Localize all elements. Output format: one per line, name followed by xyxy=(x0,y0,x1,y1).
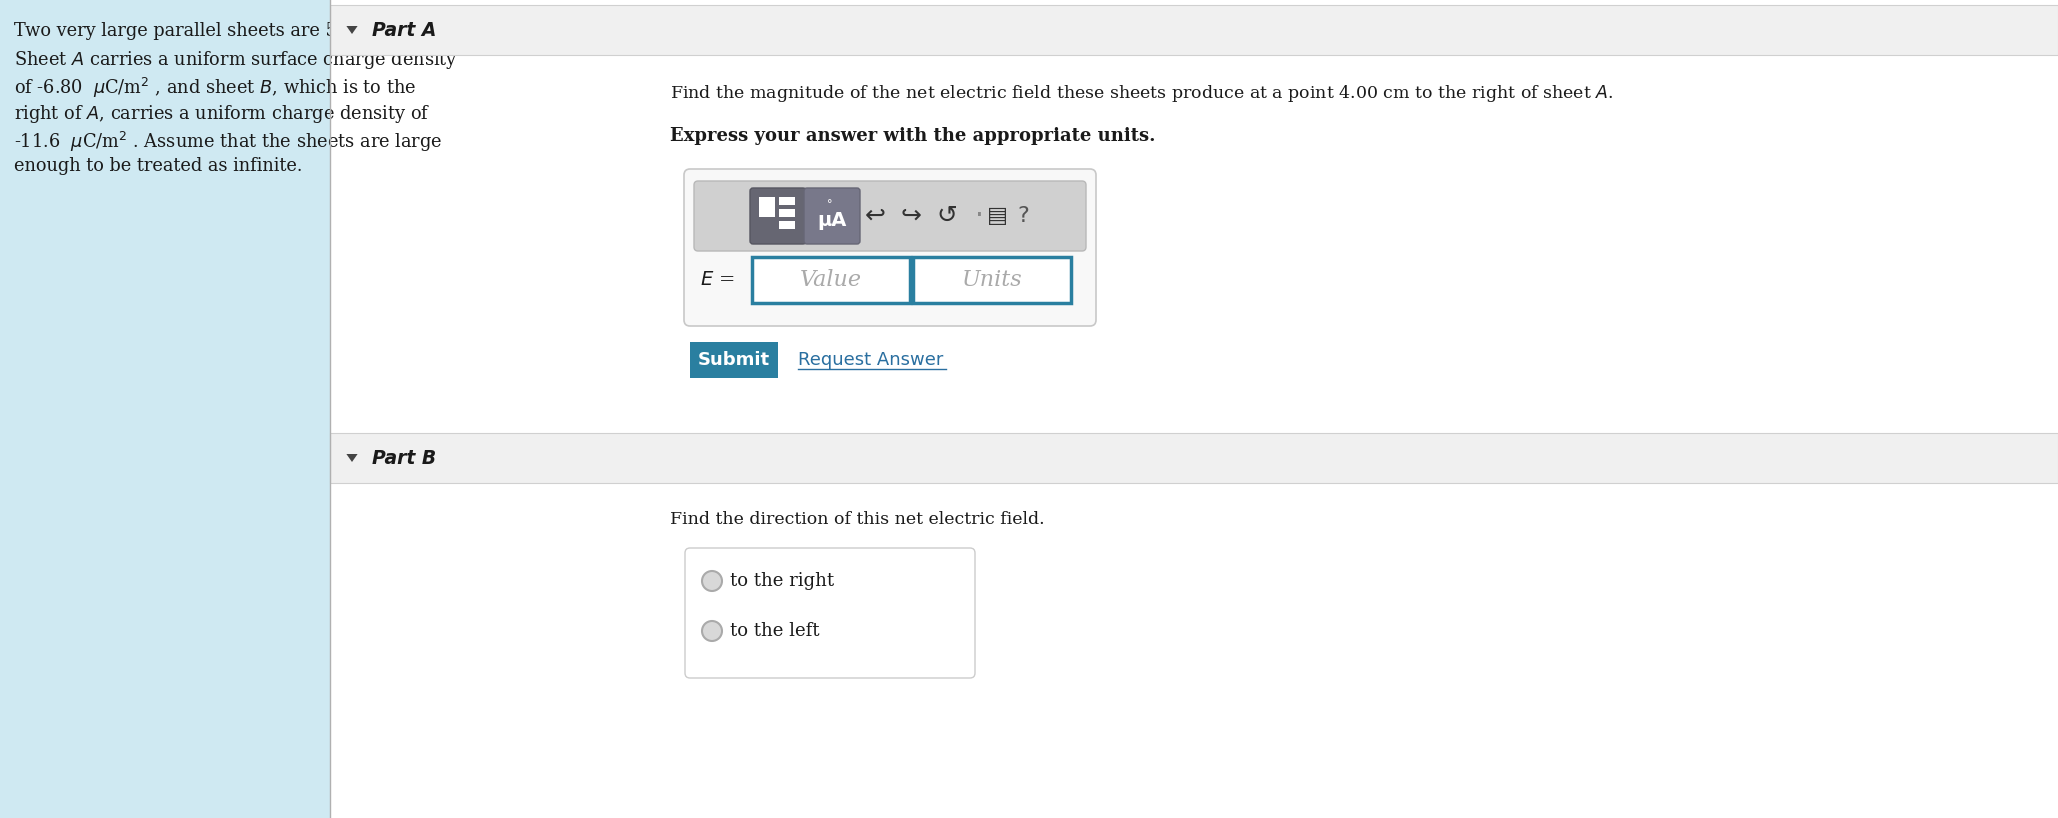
Text: ?: ? xyxy=(1017,206,1029,226)
Text: Sheet $\mathit{A}$ carries a uniform surface charge density: Sheet $\mathit{A}$ carries a uniform sur… xyxy=(14,49,459,71)
FancyBboxPatch shape xyxy=(683,169,1097,326)
FancyBboxPatch shape xyxy=(329,433,2058,483)
FancyBboxPatch shape xyxy=(694,181,1087,251)
Text: Value: Value xyxy=(801,269,862,291)
FancyBboxPatch shape xyxy=(689,342,778,378)
Polygon shape xyxy=(346,26,358,34)
Text: of -6.80  $\mu$C/m$^2$ , and sheet $\mathit{B}$, which is to the: of -6.80 $\mu$C/m$^2$ , and sheet $\math… xyxy=(14,76,416,100)
Text: Submit: Submit xyxy=(698,351,770,369)
FancyBboxPatch shape xyxy=(780,221,794,229)
Text: right of $\mathit{A}$, carries a uniform charge density of: right of $\mathit{A}$, carries a uniform… xyxy=(14,103,430,125)
Text: Units: Units xyxy=(961,269,1023,291)
Text: ↺: ↺ xyxy=(936,204,957,228)
Text: Two very large parallel sheets are 5.00 cm apart.: Two very large parallel sheets are 5.00 … xyxy=(14,22,457,40)
Text: Find the direction of this net electric field.: Find the direction of this net electric … xyxy=(671,511,1045,528)
Text: to the right: to the right xyxy=(731,572,833,590)
Text: enough to be treated as infinite.: enough to be treated as infinite. xyxy=(14,157,303,175)
Text: ↩: ↩ xyxy=(864,204,885,228)
Text: Find the magnitude of the net electric field these sheets produce at a point 4.0: Find the magnitude of the net electric f… xyxy=(671,83,1613,104)
FancyBboxPatch shape xyxy=(759,197,776,217)
Text: Part A: Part A xyxy=(372,20,436,39)
Circle shape xyxy=(702,571,722,591)
Circle shape xyxy=(702,621,722,641)
FancyBboxPatch shape xyxy=(780,209,794,217)
FancyBboxPatch shape xyxy=(780,197,794,205)
FancyBboxPatch shape xyxy=(805,188,860,244)
FancyBboxPatch shape xyxy=(329,5,2058,55)
FancyBboxPatch shape xyxy=(685,548,975,678)
Text: -11.6  $\mu$C/m$^2$ . Assume that the sheets are large: -11.6 $\mu$C/m$^2$ . Assume that the she… xyxy=(14,130,442,154)
Text: ↪: ↪ xyxy=(901,204,922,228)
Text: Part B: Part B xyxy=(372,448,436,468)
FancyBboxPatch shape xyxy=(751,257,910,303)
FancyBboxPatch shape xyxy=(0,0,329,818)
FancyBboxPatch shape xyxy=(749,188,807,244)
Text: Express your answer with the appropriate units.: Express your answer with the appropriate… xyxy=(671,127,1155,145)
Text: ▤: ▤ xyxy=(986,206,1008,226)
Text: to the left: to the left xyxy=(731,622,819,640)
Text: $E$ =: $E$ = xyxy=(700,271,735,289)
Polygon shape xyxy=(346,454,358,462)
Text: ·: · xyxy=(975,202,984,230)
FancyBboxPatch shape xyxy=(914,257,1070,303)
Text: μA: μA xyxy=(817,210,846,230)
Text: Request Answer: Request Answer xyxy=(799,351,943,369)
Text: °: ° xyxy=(827,199,833,209)
